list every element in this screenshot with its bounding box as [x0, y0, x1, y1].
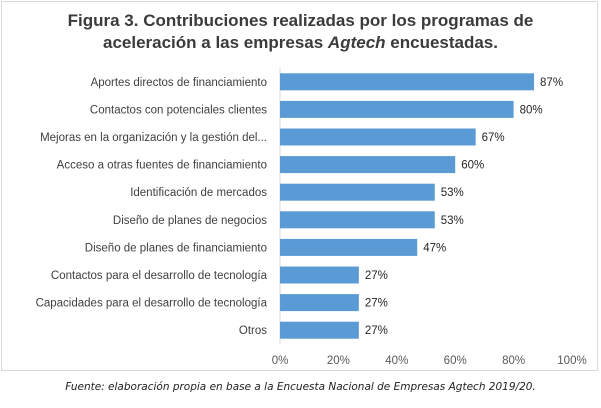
category-label: Otros [239, 325, 267, 337]
data-label: 67% [482, 132, 505, 144]
x-tick-label: 80% [502, 355, 525, 367]
category-label: Contactos con potenciales clientes [90, 104, 267, 116]
bar [280, 211, 435, 229]
data-label: 47% [423, 242, 446, 254]
category-label: Identificación de mercados [130, 187, 267, 199]
bar [280, 128, 476, 146]
data-label: 80% [520, 104, 543, 116]
chart-title-line2-suffix: encuestadas. [385, 33, 498, 52]
category-label: Capacidades para el desarrollo de tecnol… [36, 298, 268, 310]
data-label: 27% [365, 325, 388, 337]
chart-title: Figura 3. Contribuciones realizadas por … [0, 10, 601, 54]
bar [280, 156, 456, 174]
x-tick-label: 40% [385, 355, 408, 367]
bar [280, 183, 435, 201]
data-label: 27% [365, 270, 388, 282]
source-note: Fuente: elaboración propia en base a la … [65, 381, 536, 393]
bar [280, 294, 359, 312]
category-label: Diseño de planes de negocios [113, 215, 267, 227]
x-tick-label: 60% [444, 355, 467, 367]
chart-title-line1: Figura 3. Contribuciones realizadas por … [67, 11, 534, 30]
chart-title-line2: aceleración a las empresas Agtech encues… [0, 32, 601, 54]
data-label: 27% [365, 298, 388, 310]
chart-title-line2-italic: Agtech [327, 33, 386, 52]
data-label: 53% [441, 215, 464, 227]
category-label: Contactos para el desarrollo de tecnolog… [51, 270, 268, 282]
x-tick-label: 20% [327, 355, 350, 367]
x-tick-label: 0% [272, 355, 289, 367]
bar [280, 238, 418, 256]
bar [280, 100, 514, 118]
x-tick-label: 100% [557, 355, 586, 367]
category-label: Diseño de planes de financiamiento [85, 242, 267, 254]
category-label: Acceso a otras fuentes de financiamiento [57, 160, 267, 172]
data-label: 60% [461, 160, 484, 172]
bar [280, 321, 359, 339]
data-label: 87% [540, 77, 563, 89]
category-label: Aportes directos de financiamiento [91, 77, 267, 89]
data-label: 53% [441, 187, 464, 199]
bar [280, 73, 535, 91]
chart-title-line2-prefix: aceleración a las empresas [102, 33, 328, 52]
bar [280, 266, 359, 284]
category-label: Mejoras en la organización y la gestión … [40, 132, 267, 144]
